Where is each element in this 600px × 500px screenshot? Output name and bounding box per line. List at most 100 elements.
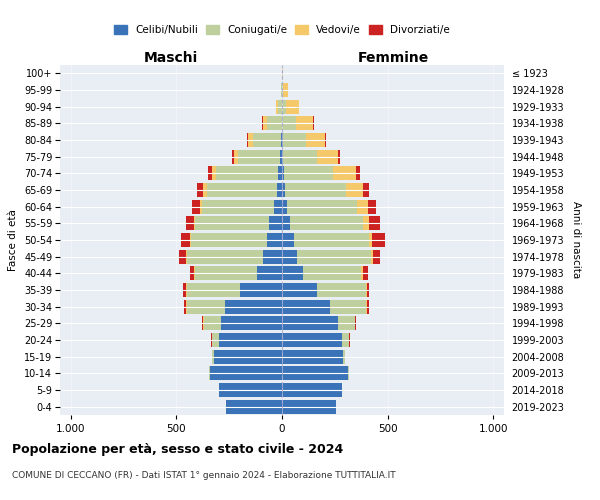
Bar	[282, 200, 287, 214]
Bar	[217, 166, 278, 180]
Bar	[196, 216, 269, 230]
Bar	[367, 300, 368, 314]
Bar	[282, 83, 283, 97]
Bar	[278, 100, 282, 114]
Bar	[349, 333, 350, 347]
Bar	[186, 216, 194, 230]
Bar	[202, 316, 203, 330]
Bar	[211, 333, 212, 347]
Bar	[368, 233, 372, 247]
Bar	[283, 83, 289, 97]
Bar	[191, 233, 267, 247]
Bar	[281, 133, 282, 147]
Bar	[317, 283, 365, 297]
Bar	[187, 283, 240, 297]
Bar	[303, 266, 361, 280]
Bar	[282, 300, 329, 314]
Bar	[347, 366, 349, 380]
Bar	[194, 266, 196, 280]
Bar	[364, 183, 368, 197]
Bar	[212, 166, 217, 180]
Bar	[267, 116, 282, 130]
Bar	[307, 133, 325, 147]
Bar	[364, 266, 368, 280]
Bar	[282, 166, 284, 180]
Bar	[208, 166, 212, 180]
Bar	[238, 150, 280, 164]
Bar	[281, 83, 282, 97]
Bar	[194, 216, 196, 230]
Bar	[280, 150, 282, 164]
Bar	[210, 366, 282, 380]
Bar	[214, 350, 282, 364]
Bar	[277, 183, 282, 197]
Bar	[290, 216, 364, 230]
Bar	[282, 100, 286, 114]
Bar	[232, 150, 235, 164]
Bar	[221, 316, 282, 330]
Text: Femmine: Femmine	[358, 51, 428, 65]
Bar	[368, 216, 380, 230]
Bar	[282, 250, 297, 264]
Bar	[202, 200, 274, 214]
Bar	[282, 316, 338, 330]
Bar	[338, 150, 340, 164]
Bar	[287, 200, 357, 214]
Text: Popolazione per età, sesso e stato civile - 2024: Popolazione per età, sesso e stato civil…	[12, 442, 343, 456]
Bar	[313, 116, 314, 130]
Bar	[192, 200, 200, 214]
Bar	[343, 350, 346, 364]
Bar	[187, 300, 225, 314]
Bar	[275, 100, 278, 114]
Bar	[186, 250, 187, 264]
Bar	[286, 100, 299, 114]
Bar	[262, 116, 263, 130]
Bar	[253, 133, 281, 147]
Bar	[218, 333, 282, 347]
Bar	[365, 300, 367, 314]
Bar	[296, 116, 313, 130]
Bar	[186, 283, 187, 297]
Text: COMUNE DI CECCANO (FR) - Dati ISTAT 1° gennaio 2024 - Elaborazione TUTTITALIA.IT: COMUNE DI CECCANO (FR) - Dati ISTAT 1° g…	[12, 470, 395, 480]
Bar	[285, 183, 346, 197]
Bar	[203, 316, 204, 330]
Bar	[356, 166, 360, 180]
Bar	[282, 183, 285, 197]
Bar	[212, 333, 218, 347]
Bar	[367, 283, 368, 297]
Bar	[282, 333, 342, 347]
Bar	[333, 166, 356, 180]
Bar	[274, 200, 282, 214]
Bar	[196, 266, 257, 280]
Bar	[212, 350, 214, 364]
Bar	[248, 133, 253, 147]
Bar	[184, 300, 186, 314]
Bar	[225, 300, 282, 314]
Bar	[365, 283, 367, 297]
Bar	[282, 383, 342, 397]
Bar	[179, 250, 186, 264]
Bar	[282, 216, 290, 230]
Bar	[204, 316, 221, 330]
Bar	[182, 283, 186, 297]
Bar	[361, 266, 364, 280]
Bar	[293, 233, 368, 247]
Bar	[372, 233, 385, 247]
Bar	[282, 116, 296, 130]
Bar	[240, 283, 282, 297]
Bar	[325, 133, 326, 147]
Bar	[257, 266, 282, 280]
Legend: Celibi/Nubili, Coniugati/e, Vedovi/e, Divorziati/e: Celibi/Nubili, Coniugati/e, Vedovi/e, Di…	[110, 21, 454, 40]
Bar	[346, 183, 364, 197]
Bar	[282, 133, 283, 147]
Bar	[364, 216, 368, 230]
Bar	[338, 316, 355, 330]
Bar	[190, 233, 191, 247]
Bar	[190, 266, 194, 280]
Bar	[342, 333, 349, 347]
Bar	[282, 150, 283, 164]
Bar	[373, 250, 380, 264]
Bar	[181, 233, 190, 247]
Bar	[186, 300, 187, 314]
Bar	[329, 300, 365, 314]
